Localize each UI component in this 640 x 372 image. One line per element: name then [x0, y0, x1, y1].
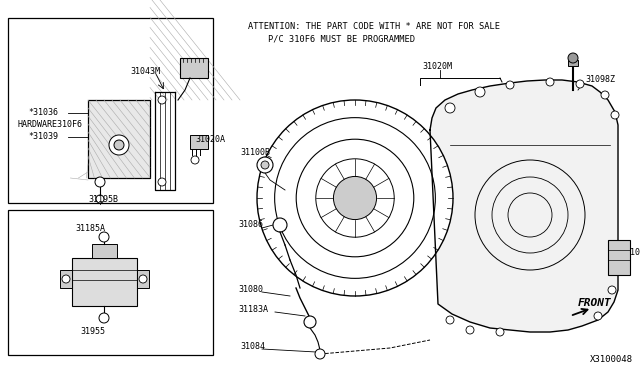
Text: 31020A: 31020A	[625, 248, 640, 257]
Bar	[72, 258, 137, 306]
Circle shape	[576, 80, 584, 88]
Text: 31955: 31955	[80, 327, 105, 336]
Text: 31020A: 31020A	[195, 135, 225, 144]
Circle shape	[95, 177, 105, 187]
Text: 31100B: 31100B	[240, 148, 270, 157]
Text: P/C 310F6 MUST BE PROGRAMMED: P/C 310F6 MUST BE PROGRAMMED	[268, 34, 415, 43]
Circle shape	[99, 313, 109, 323]
Text: X3100048: X3100048	[590, 355, 633, 364]
Text: FRONT: FRONT	[578, 298, 612, 308]
Bar	[568, 60, 578, 66]
Circle shape	[608, 286, 616, 294]
Bar	[60, 270, 72, 288]
Circle shape	[109, 135, 129, 155]
Text: *31036: *31036	[28, 108, 58, 117]
Circle shape	[333, 176, 376, 219]
Text: 31080: 31080	[238, 285, 263, 294]
Bar	[608, 240, 630, 275]
Circle shape	[475, 87, 485, 97]
Bar	[8, 210, 213, 355]
Bar	[137, 270, 149, 288]
Circle shape	[158, 178, 166, 186]
Text: HARDWARE310F6: HARDWARE310F6	[18, 120, 83, 129]
Circle shape	[546, 78, 554, 86]
Text: *31039: *31039	[28, 132, 58, 141]
Text: 31043M: 31043M	[130, 67, 160, 76]
Circle shape	[613, 256, 621, 264]
Circle shape	[446, 316, 454, 324]
Bar	[180, 58, 208, 78]
Circle shape	[191, 156, 199, 164]
Circle shape	[158, 96, 166, 104]
Circle shape	[99, 232, 109, 242]
Circle shape	[257, 100, 453, 296]
Circle shape	[139, 275, 147, 283]
Text: 31086: 31086	[238, 220, 263, 229]
Circle shape	[257, 157, 273, 173]
Circle shape	[445, 103, 455, 113]
Circle shape	[568, 53, 578, 63]
Circle shape	[96, 195, 104, 203]
Text: 31084: 31084	[240, 342, 265, 351]
Circle shape	[594, 312, 602, 320]
Circle shape	[496, 328, 504, 336]
Circle shape	[466, 326, 474, 334]
Text: 31195B: 31195B	[88, 195, 118, 204]
Circle shape	[261, 161, 269, 169]
Bar	[92, 244, 117, 258]
Text: 31020M: 31020M	[422, 62, 452, 71]
Text: 31183A: 31183A	[238, 305, 268, 314]
Bar	[88, 100, 150, 178]
Text: 31098Z: 31098Z	[585, 75, 615, 84]
Text: 31185A: 31185A	[75, 224, 105, 233]
Circle shape	[315, 349, 325, 359]
Circle shape	[273, 218, 287, 232]
Bar	[190, 135, 208, 149]
Circle shape	[506, 81, 514, 89]
Circle shape	[601, 91, 609, 99]
Circle shape	[611, 111, 619, 119]
Bar	[8, 18, 213, 203]
Circle shape	[114, 140, 124, 150]
Polygon shape	[430, 80, 618, 332]
Text: ATTENTION: THE PART CODE WITH * ARE NOT FOR SALE: ATTENTION: THE PART CODE WITH * ARE NOT …	[248, 22, 500, 31]
Circle shape	[304, 316, 316, 328]
Circle shape	[62, 275, 70, 283]
